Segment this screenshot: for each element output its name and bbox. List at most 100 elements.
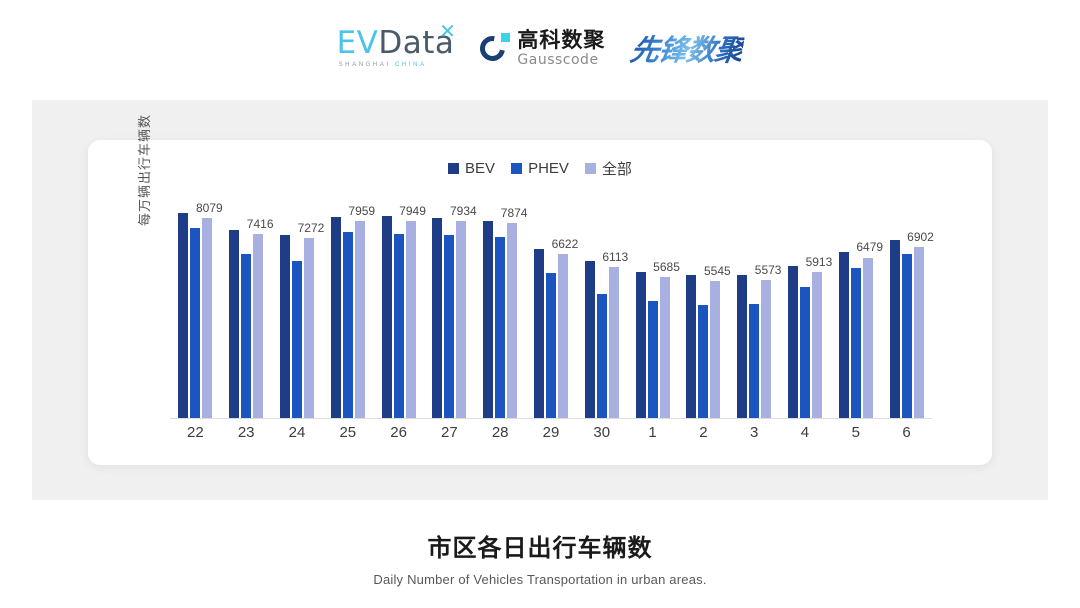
bar-group-1[interactable]: 5685 (627, 200, 680, 418)
bar-group-3[interactable]: 5573 (729, 200, 782, 418)
bar-全部-5[interactable] (862, 257, 873, 418)
bar-全部-29[interactable] (557, 253, 568, 418)
legend-swatch-icon (511, 163, 523, 174)
bar-phev-24[interactable] (291, 260, 302, 418)
bar-group-6[interactable]: 6902 (881, 200, 934, 418)
x-tick-1: 1 (648, 424, 657, 441)
bar-group-29[interactable]: 6622 (526, 200, 578, 418)
x-tick-23: 23 (237, 424, 255, 441)
evdata-wordmark: EV Data ✕ (336, 22, 456, 61)
x-tick-28: 28 (491, 424, 509, 441)
bar-全部-23[interactable] (253, 234, 264, 418)
evdata-ev-text: EV (336, 25, 379, 61)
bar-bev-26[interactable] (381, 216, 392, 418)
bar-全部-27[interactable] (456, 221, 467, 418)
bar-phev-23[interactable] (241, 254, 252, 418)
legend-swatch-icon (448, 163, 460, 174)
evdata-tagline: SHANGHAI CHINA (339, 62, 427, 68)
bar-group-4[interactable]: 5913 (780, 200, 832, 418)
bar-group-30[interactable]: 6113 (576, 200, 629, 418)
bar-全部-4[interactable] (811, 271, 822, 418)
bar-全部-26[interactable] (405, 221, 416, 418)
gausscode-cn-text: 高科数聚 (517, 28, 606, 52)
bar-全部-22[interactable] (202, 217, 213, 418)
chart-plot-area: 8079 7416 7272 7959 7949 7934 7874 6622 6113 5685… (170, 200, 934, 419)
x-tick-24: 24 (288, 424, 306, 441)
bar-group-22[interactable]: 8079 (170, 200, 223, 418)
bar-全部-6[interactable] (913, 247, 924, 418)
data-label-26: 7949 (399, 204, 426, 219)
bar-phev-25[interactable] (342, 232, 353, 418)
x-axis-ticks: 22 23 24 25 26 27 28 29 30 1 2 3 4 5 6 (170, 424, 932, 448)
legend-item-全部[interactable]: 全部 (584, 158, 632, 179)
bar-bev-22[interactable] (178, 213, 189, 418)
bar-bev-2[interactable] (686, 275, 697, 418)
bar-bev-23[interactable] (229, 230, 240, 418)
bar-group-2[interactable]: 5545 (678, 200, 731, 418)
bar-phev-6[interactable] (901, 254, 912, 418)
x-tick-29: 29 (542, 424, 560, 441)
evdata-logo: EV Data ✕ SHANGHAI CHINA (336, 22, 456, 68)
x-tick-5: 5 (851, 424, 860, 441)
bar-phev-29[interactable] (545, 272, 556, 418)
data-label-2: 5545 (703, 263, 731, 278)
bar-group-27[interactable]: 7934 (424, 200, 477, 418)
bar-group-26[interactable]: 7949 (373, 200, 426, 418)
bar-bev-27[interactable] (432, 218, 443, 418)
bar-全部-24[interactable] (303, 237, 314, 418)
bar-group-28[interactable]: 7874 (475, 200, 527, 418)
bar-bev-4[interactable] (787, 265, 798, 418)
bar-bev-30[interactable] (584, 261, 595, 418)
data-label-30: 6113 (602, 249, 629, 264)
bar-phev-26[interactable] (393, 234, 404, 418)
logo-row: EV Data ✕ SHANGHAI CHINA 高科数聚 Gausscode 先… (0, 0, 1080, 96)
bar-bev-6[interactable] (889, 240, 900, 418)
bar-phev-5[interactable] (850, 268, 861, 418)
bar-bev-25[interactable] (330, 216, 341, 418)
bar-bev-24[interactable] (279, 235, 290, 418)
data-label-24: 7272 (297, 220, 325, 235)
bar-bev-1[interactable] (635, 271, 646, 418)
bar-bev-3[interactable] (737, 274, 748, 418)
data-label-3: 5573 (754, 262, 782, 277)
chart-legend: BEV PHEV 全部 (88, 158, 992, 179)
x-tick-2: 2 (699, 424, 708, 441)
bar-groups: 8079 7416 7272 7959 7949 7934 7874 6622 6113 5685… (170, 200, 934, 418)
gausscode-wordmark: 高科数聚 Gausscode (517, 30, 605, 67)
bar-全部-2[interactable] (710, 280, 721, 418)
xianfeng-logo: 先锋数聚 (628, 27, 747, 69)
x-tick-27: 27 (441, 424, 458, 441)
cross-icon: ✕ (439, 21, 457, 43)
data-label-1: 5685 (653, 260, 680, 275)
legend-label: 全部 (601, 161, 632, 178)
bar-group-5[interactable]: 6479 (830, 200, 883, 418)
bar-group-24[interactable]: 7272 (272, 200, 325, 418)
x-tick-26: 26 (390, 424, 407, 441)
legend-swatch-icon (584, 163, 596, 174)
x-tick-25: 25 (339, 424, 357, 441)
legend-item-phev[interactable]: PHEV (511, 160, 569, 177)
bar-全部-1[interactable] (659, 277, 670, 418)
bar-全部-28[interactable] (507, 222, 518, 418)
bar-group-23[interactable]: 7416 (221, 200, 274, 418)
bar-全部-25[interactable] (354, 220, 365, 418)
bar-group-25[interactable]: 7959 (322, 200, 375, 418)
bar-phev-2[interactable] (698, 304, 709, 418)
bar-bev-5[interactable] (838, 251, 849, 418)
bar-phev-4[interactable] (799, 286, 810, 418)
bar-全部-30[interactable] (608, 266, 619, 418)
legend-item-bev[interactable]: BEV (448, 160, 495, 177)
gausscode-logo: 高科数聚 Gausscode (475, 30, 605, 67)
bar-phev-30[interactable] (596, 293, 607, 418)
bar-全部-3[interactable] (761, 279, 772, 418)
bar-phev-27[interactable] (444, 235, 455, 418)
bar-phev-22[interactable] (190, 227, 201, 418)
legend-label: BEV (465, 160, 496, 177)
bar-phev-3[interactable] (749, 304, 760, 418)
bar-phev-1[interactable] (647, 301, 658, 418)
gausscode-square-shape (501, 33, 511, 42)
bar-bev-28[interactable] (483, 221, 494, 418)
legend-label: PHEV (528, 160, 569, 177)
bar-bev-29[interactable] (533, 249, 544, 418)
bar-phev-28[interactable] (495, 237, 506, 418)
